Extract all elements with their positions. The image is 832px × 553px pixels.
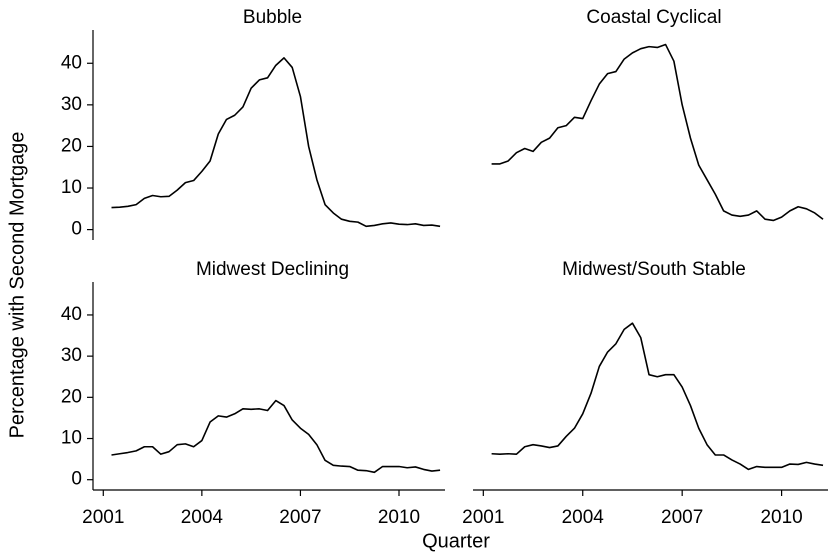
panel-title: Bubble: [243, 7, 302, 28]
series-line: [111, 399, 441, 474]
panel-title: Midwest/South Stable: [562, 259, 746, 280]
y-tick-label: 10: [61, 428, 82, 449]
x-tick-label: 2004: [562, 507, 605, 528]
x-axis-label: Quarter: [422, 530, 490, 552]
series-line: [111, 57, 441, 228]
x-tick-label: 2007: [279, 507, 321, 528]
series-line: [491, 322, 824, 471]
x-tick-label: 2004: [181, 507, 224, 528]
y-tick-label: 10: [61, 177, 82, 198]
y-tick-label: 40: [61, 304, 82, 325]
y-tick-label: 0: [71, 469, 82, 490]
x-tick-label: 2010: [378, 507, 420, 528]
x-tick-label: 2001: [82, 507, 124, 528]
y-tick-label: 30: [61, 345, 82, 366]
y-tick-label: 20: [61, 135, 82, 156]
x-tick-label: 2001: [462, 507, 504, 528]
y-tick-label: 30: [61, 94, 82, 115]
panel-title: Coastal Cyclical: [586, 7, 721, 28]
y-tick-label: 20: [61, 386, 82, 407]
series-line: [491, 43, 824, 222]
x-tick-label: 2010: [760, 507, 802, 528]
y-axis-label: Percentage with Second Mortgage: [6, 132, 28, 439]
x-tick-label: 2007: [661, 507, 703, 528]
y-tick-label: 0: [71, 219, 82, 240]
panel-title: Midwest Declining: [196, 259, 349, 280]
y-tick-label: 40: [61, 52, 82, 73]
